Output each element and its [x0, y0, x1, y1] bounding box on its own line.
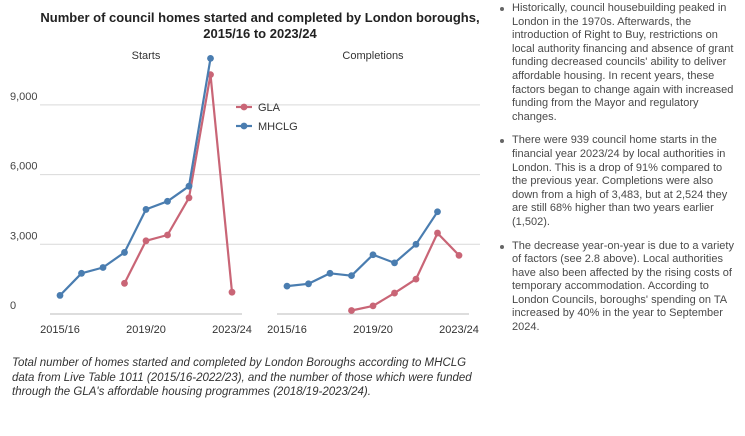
data-point-mhclg	[348, 272, 355, 280]
commentary-text: Historically, council housebuilding peak…	[512, 2, 734, 123]
data-point-mhclg	[164, 197, 171, 205]
series-line-gla	[351, 232, 460, 312]
data-point-gla	[348, 307, 355, 314]
chart-title: Number of council homes started and comp…	[40, 10, 480, 41]
commentary-list: Historically, council housebuilding peak…	[500, 2, 736, 345]
data-point-mhclg	[391, 259, 398, 267]
chart-caption: Total number of homes started and comple…	[12, 357, 472, 398]
legend-swatch-marker	[240, 103, 248, 111]
data-point-mhclg	[369, 251, 377, 259]
panel-title: Completions	[342, 50, 404, 62]
x-tick-label: 2015/16	[40, 324, 80, 336]
y-tick-label: 6,000	[10, 161, 38, 173]
data-point-mhclg	[56, 292, 64, 299]
data-point-mhclg	[207, 54, 214, 62]
series-line-mhclg	[286, 211, 439, 288]
data-point-mhclg	[326, 269, 334, 277]
data-point-gla	[369, 302, 377, 310]
y-tick-label: 9,000	[10, 91, 38, 103]
data-point-mhclg	[142, 206, 150, 213]
series-line-gla	[123, 73, 234, 293]
data-point-mhclg	[121, 249, 128, 256]
data-point-mhclg	[99, 264, 107, 271]
data-point-gla	[434, 229, 441, 237]
x-tick-label: 2023/24	[439, 324, 479, 336]
series-line-mhclg	[59, 58, 212, 297]
bullet-icon	[500, 139, 504, 144]
data-point-gla	[121, 279, 128, 287]
data-point-mhclg	[305, 280, 312, 288]
x-tick-label: 2023/24	[212, 324, 252, 336]
data-point-gla	[412, 275, 420, 283]
data-point-gla	[455, 251, 463, 259]
data-point-gla	[164, 231, 171, 239]
data-point-mhclg	[412, 240, 420, 248]
chart-svg: 0 3,000 6,000 9,000 Starts 2015/16 2019/20 2023…	[10, 50, 480, 336]
data-point-gla	[142, 237, 150, 245]
x-tick-label: 2019/20	[126, 324, 166, 336]
commentary-text: The decrease year-on-year is due to a va…	[512, 239, 734, 334]
bullet-icon	[500, 244, 504, 249]
x-tick-label: 2019/20	[353, 324, 393, 336]
data-point-mhclg	[434, 208, 441, 216]
bullet-icon	[500, 7, 504, 11]
data-point-gla	[185, 194, 193, 202]
legend-swatch-marker	[240, 122, 248, 130]
commentary-text: There were 939 council home starts in th…	[512, 134, 728, 228]
legend-label: GLA	[258, 102, 281, 114]
data-point-mhclg	[185, 182, 193, 190]
x-tick-label: 2015/16	[267, 324, 307, 336]
y-tick-label: 0	[10, 300, 16, 312]
data-point-mhclg	[283, 282, 291, 290]
data-point-mhclg	[78, 269, 85, 277]
data-point-gla	[391, 289, 398, 297]
commentary-item: Historically, council housebuilding peak…	[500, 2, 736, 124]
panel-title: Starts	[132, 50, 161, 62]
y-tick-label: 3,000	[10, 230, 38, 242]
legend-label: MHCLG	[258, 121, 298, 133]
commentary-item: The decrease year-on-year is due to a va…	[500, 240, 736, 335]
commentary-item: There were 939 council home starts in th…	[500, 134, 736, 229]
data-point-gla	[228, 288, 236, 296]
